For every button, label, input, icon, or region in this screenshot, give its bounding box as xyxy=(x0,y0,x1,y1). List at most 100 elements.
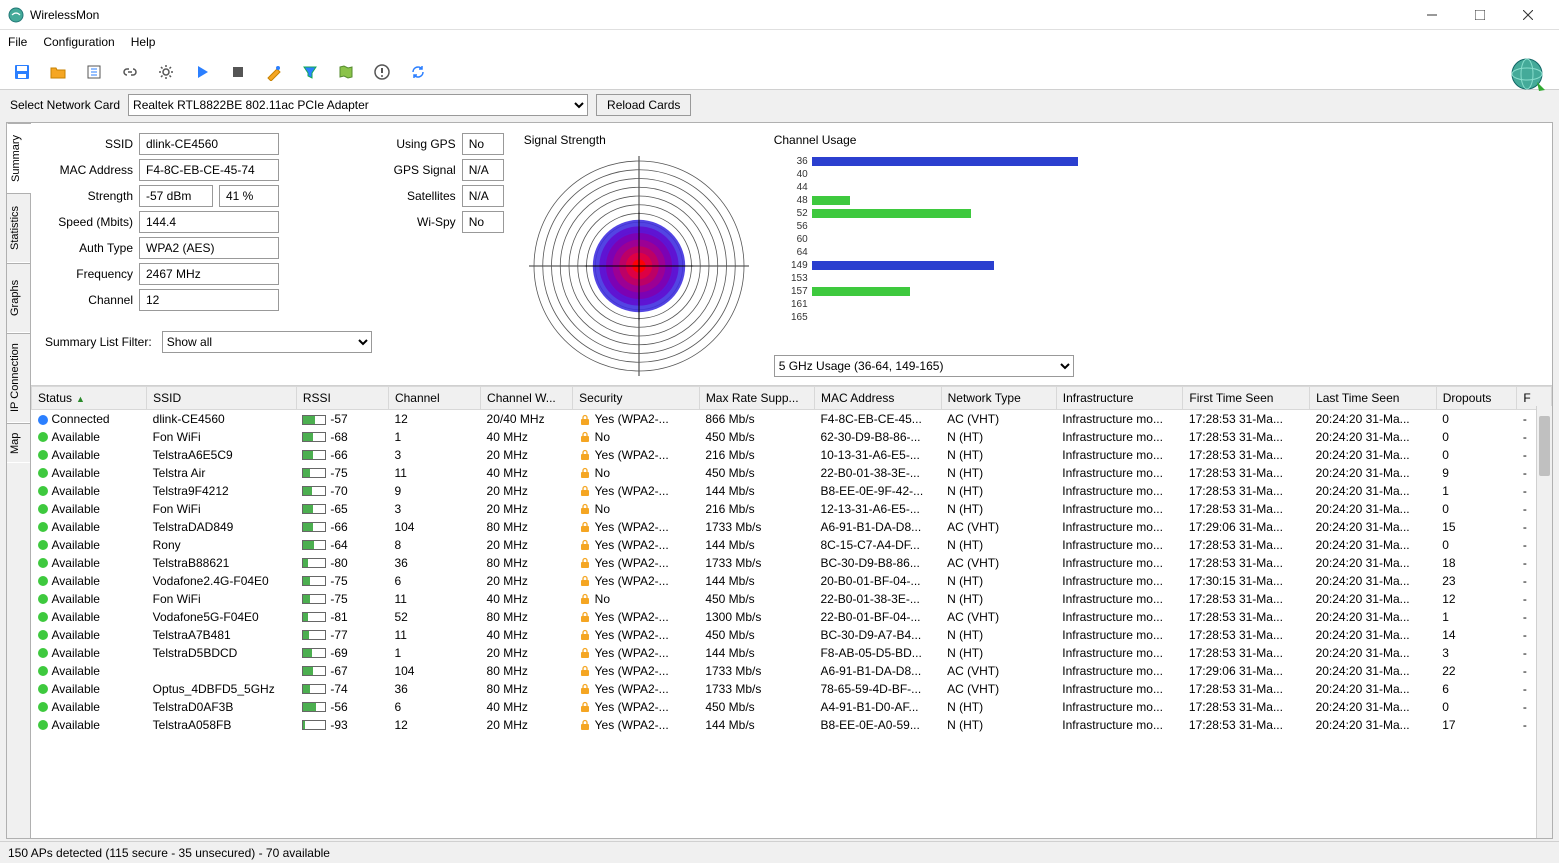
table-cell: Available xyxy=(32,554,147,572)
table-row[interactable]: AvailableFon WiFi-68140 MHzNo450 Mb/s62-… xyxy=(32,428,1552,446)
table-row[interactable]: AvailableTelstraB88621-803680 MHzYes (WP… xyxy=(32,554,1552,572)
column-header[interactable]: Dropouts xyxy=(1436,387,1517,410)
table-cell: Available xyxy=(32,698,147,716)
column-header[interactable]: First Time Seen xyxy=(1183,387,1310,410)
table-cell: F4-8C-EB-CE-45... xyxy=(814,410,941,428)
close-button[interactable] xyxy=(1505,0,1551,30)
gps-using-value: No xyxy=(462,133,504,155)
table-cell: 1733 Mb/s xyxy=(699,662,814,680)
map-icon[interactable] xyxy=(332,58,360,86)
table-cell: Infrastructure mo... xyxy=(1056,428,1183,446)
table-cell: 20:24:20 31-Ma... xyxy=(1310,464,1437,482)
globe-icon[interactable] xyxy=(1509,56,1549,95)
tab-ip-connection[interactable]: IP Connection xyxy=(7,333,30,423)
table-row[interactable]: Available-6710480 MHzYes (WPA2-...1733 M… xyxy=(32,662,1552,680)
column-header[interactable]: Infrastructure xyxy=(1056,387,1183,410)
save-icon[interactable] xyxy=(8,58,36,86)
tab-graphs[interactable]: Graphs xyxy=(7,263,30,333)
table-cell: 12 xyxy=(1436,590,1517,608)
table-row[interactable]: AvailableOptus_4DBFD5_5GHz-743680 MHzYes… xyxy=(32,680,1552,698)
rssi-bar-icon xyxy=(302,630,326,640)
ap-grid-wrap[interactable]: Status▲SSIDRSSIChannelChannel W...Securi… xyxy=(31,385,1552,838)
scroll-thumb[interactable] xyxy=(1539,416,1550,476)
filter-icon[interactable] xyxy=(296,58,324,86)
play-icon[interactable] xyxy=(188,58,216,86)
column-header[interactable]: Last Time Seen xyxy=(1310,387,1437,410)
rssi-bar-icon xyxy=(302,558,326,568)
rssi-bar-icon xyxy=(302,594,326,604)
menu-configuration[interactable]: Configuration xyxy=(43,35,114,49)
table-cell: Available xyxy=(32,608,147,626)
tool1-icon[interactable] xyxy=(260,58,288,86)
table-row[interactable]: Connecteddlink-CE4560-571220/40 MHzYes (… xyxy=(32,410,1552,428)
channel-number: 153 xyxy=(784,273,812,284)
menu-help[interactable]: Help xyxy=(131,35,156,49)
table-cell: 20:24:20 31-Ma... xyxy=(1310,572,1437,590)
table-cell: Yes (WPA2-... xyxy=(573,626,700,644)
reload-cards-button[interactable]: Reload Cards xyxy=(596,94,691,116)
column-header[interactable]: SSID xyxy=(147,387,297,410)
table-cell: 80 MHz xyxy=(481,662,573,680)
export-icon[interactable] xyxy=(80,58,108,86)
table-cell: 20 MHz xyxy=(481,500,573,518)
table-cell: Yes (WPA2-... xyxy=(573,644,700,662)
refresh-icon[interactable] xyxy=(404,58,432,86)
column-header[interactable]: Security xyxy=(573,387,700,410)
table-row[interactable]: AvailableTelstraA6E5C9-66320 MHzYes (WPA… xyxy=(32,446,1552,464)
table-cell: 1 xyxy=(388,428,480,446)
table-cell: 14 xyxy=(1436,626,1517,644)
table-cell: AC (VHT) xyxy=(941,518,1056,536)
table-row[interactable]: AvailableTelstra9F4212-70920 MHzYes (WPA… xyxy=(32,482,1552,500)
table-row[interactable]: AvailableRony-64820 MHzYes (WPA2-...144 … xyxy=(32,536,1552,554)
tab-map[interactable]: Map xyxy=(7,423,30,463)
channel-band-select[interactable]: 5 GHz Usage (36-64, 149-165) xyxy=(774,355,1074,377)
vertical-scrollbar[interactable] xyxy=(1536,406,1552,838)
column-header[interactable]: Max Rate Supp... xyxy=(699,387,814,410)
table-row[interactable]: AvailableFon WiFi-65320 MHzNo216 Mb/s12-… xyxy=(32,500,1552,518)
table-row[interactable]: AvailableVodafone2.4G-F04E0-75620 MHzYes… xyxy=(32,572,1552,590)
table-row[interactable]: AvailableTelstraDAD849-6610480 MHzYes (W… xyxy=(32,518,1552,536)
table-row[interactable]: AvailableTelstraD5BDCD-69120 MHzYes (WPA… xyxy=(32,644,1552,662)
column-header[interactable]: MAC Address xyxy=(814,387,941,410)
table-cell: 17:28:53 31-Ma... xyxy=(1183,446,1310,464)
table-row[interactable]: AvailableTelstraA058FB-931220 MHzYes (WP… xyxy=(32,716,1552,734)
column-header[interactable]: Channel W... xyxy=(481,387,573,410)
table-row[interactable]: AvailableTelstraD0AF3B-56640 MHzYes (WPA… xyxy=(32,698,1552,716)
table-cell: 80 MHz xyxy=(481,680,573,698)
table-cell: Infrastructure mo... xyxy=(1056,464,1183,482)
column-header[interactable]: RSSI xyxy=(296,387,388,410)
status-dot-icon xyxy=(38,415,48,425)
table-row[interactable]: AvailableFon WiFi-751140 MHzNo450 Mb/s22… xyxy=(32,590,1552,608)
minimize-button[interactable] xyxy=(1409,0,1455,30)
table-cell: 12-13-31-A6-E5-... xyxy=(814,500,941,518)
open-icon[interactable] xyxy=(44,58,72,86)
tab-statistics[interactable]: Statistics xyxy=(7,193,30,263)
table-cell: F8-AB-05-D5-BD... xyxy=(814,644,941,662)
lock-icon xyxy=(579,611,591,623)
table-cell: N (HT) xyxy=(941,446,1056,464)
table-row[interactable]: AvailableTelstraA7B481-771140 MHzYes (WP… xyxy=(32,626,1552,644)
tab-summary[interactable]: Summary xyxy=(7,123,31,193)
link-icon[interactable] xyxy=(116,58,144,86)
nic-select[interactable]: Realtek RTL8822BE 802.11ac PCIe Adapter xyxy=(128,94,588,116)
table-row[interactable]: AvailableTelstra Air-751140 MHzNo450 Mb/… xyxy=(32,464,1552,482)
ap-grid[interactable]: Status▲SSIDRSSIChannelChannel W...Securi… xyxy=(31,386,1552,734)
auth-value: WPA2 (AES) xyxy=(139,237,279,259)
column-header[interactable]: Status▲ xyxy=(32,387,147,410)
table-cell: A6-91-B1-DA-D8... xyxy=(814,518,941,536)
table-cell: -68 xyxy=(296,428,388,446)
table-cell: 0 xyxy=(1436,536,1517,554)
table-row[interactable]: AvailableVodafone5G-F04E0-815280 MHzYes … xyxy=(32,608,1552,626)
table-cell: 12 xyxy=(388,410,480,428)
menu-file[interactable]: File xyxy=(8,35,27,49)
alert-icon[interactable] xyxy=(368,58,396,86)
stop-icon[interactable] xyxy=(224,58,252,86)
filter-select[interactable]: Show all xyxy=(162,331,372,353)
column-header[interactable]: Network Type xyxy=(941,387,1056,410)
column-header[interactable]: Channel xyxy=(388,387,480,410)
table-cell: 216 Mb/s xyxy=(699,500,814,518)
maximize-button[interactable] xyxy=(1457,0,1503,30)
table-cell: -77 xyxy=(296,626,388,644)
table-cell: Telstra Air xyxy=(147,464,297,482)
settings-icon[interactable] xyxy=(152,58,180,86)
